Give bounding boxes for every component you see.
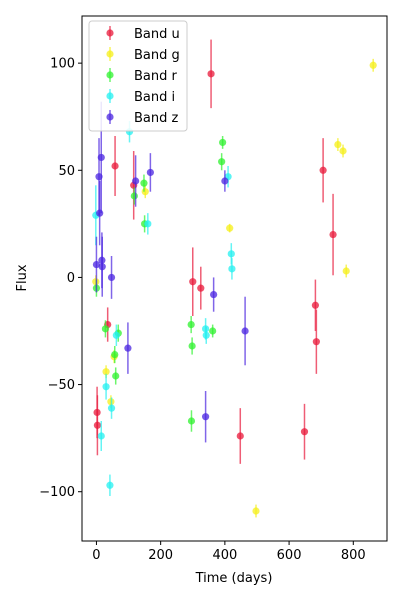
data-point xyxy=(300,428,309,436)
data-point xyxy=(187,320,195,329)
data-point xyxy=(106,481,114,489)
series-band-z xyxy=(92,101,249,443)
data-point xyxy=(210,290,218,299)
data-point xyxy=(219,138,227,147)
data-point xyxy=(130,192,138,200)
data-point xyxy=(96,209,104,217)
data-point xyxy=(311,301,320,309)
data-point xyxy=(112,372,120,380)
legend-label: Band r xyxy=(134,69,178,84)
data-point xyxy=(141,188,149,196)
data-point xyxy=(146,168,154,177)
data-point xyxy=(102,383,110,391)
x-axis-title: Time (days) xyxy=(195,571,273,586)
x-axis: 0 200 400 600 800 xyxy=(92,541,366,563)
data-point xyxy=(202,413,210,421)
legend-label: Band i xyxy=(134,90,175,105)
data-point xyxy=(98,263,106,271)
data-point xyxy=(221,177,229,185)
data-point xyxy=(101,325,110,333)
data-point xyxy=(334,140,342,149)
x-tick-label: 600 xyxy=(277,548,302,563)
plot-area xyxy=(92,39,377,518)
legend-marker xyxy=(106,113,114,121)
data-point xyxy=(207,70,215,78)
data-point xyxy=(124,344,132,352)
data-point xyxy=(319,166,327,174)
data-point xyxy=(132,177,140,185)
legend-marker xyxy=(106,50,114,58)
legend-marker xyxy=(106,92,114,100)
data-point xyxy=(140,179,148,187)
data-point xyxy=(342,267,350,275)
data-point xyxy=(226,224,234,232)
data-point xyxy=(227,250,235,258)
x-tick-label: 200 xyxy=(148,548,173,563)
legend-entry: Band i xyxy=(106,89,175,105)
legend-entry: Band z xyxy=(106,110,179,126)
data-point xyxy=(187,417,196,425)
data-point xyxy=(92,260,101,269)
x-tick-label: 800 xyxy=(341,548,366,563)
y-tick-label: 50 xyxy=(58,164,75,179)
legend-marker xyxy=(106,29,114,37)
x-tick-label: 400 xyxy=(212,548,237,563)
data-point xyxy=(97,432,105,440)
legend-entry: Band g xyxy=(106,47,180,63)
data-point xyxy=(97,153,105,162)
y-axis: −100 −50 0 50 100 xyxy=(39,57,82,500)
y-axis-title: Flux xyxy=(15,264,30,291)
data-point xyxy=(111,162,119,170)
series-band-i xyxy=(92,121,236,496)
data-point xyxy=(189,278,197,286)
legend-label: Band z xyxy=(134,111,179,126)
data-point xyxy=(93,421,102,429)
data-point xyxy=(236,432,244,440)
data-point xyxy=(111,350,119,359)
data-point xyxy=(144,220,152,228)
data-point xyxy=(228,265,236,273)
data-point xyxy=(312,338,320,346)
legend-marker xyxy=(106,71,114,79)
data-point xyxy=(188,342,196,350)
y-tick-label: −100 xyxy=(39,485,75,500)
data-point xyxy=(107,404,116,412)
x-tick-label: 0 xyxy=(92,548,100,563)
data-point xyxy=(329,230,337,239)
data-point xyxy=(339,147,347,155)
data-point xyxy=(102,368,110,376)
data-point xyxy=(197,284,205,292)
data-point xyxy=(369,61,377,69)
data-point xyxy=(202,331,210,339)
legend-label: Band g xyxy=(134,48,180,63)
data-point xyxy=(241,327,249,335)
data-point xyxy=(218,158,226,166)
plot-frame xyxy=(81,15,388,542)
data-point xyxy=(252,507,260,515)
series-band-r xyxy=(92,136,227,432)
data-point xyxy=(107,273,116,282)
legend-label: Band u xyxy=(134,27,180,42)
legend-entry: Band r xyxy=(106,68,178,84)
y-tick-label: 0 xyxy=(67,271,75,286)
y-tick-label: 100 xyxy=(50,57,75,72)
legend-frame xyxy=(88,20,188,132)
data-point xyxy=(209,327,217,335)
legend-entry: Band u xyxy=(106,26,180,42)
data-point xyxy=(112,331,120,339)
y-tick-label: −50 xyxy=(48,378,75,393)
legend: Band u Band g Band r Band i Band z xyxy=(88,20,188,132)
